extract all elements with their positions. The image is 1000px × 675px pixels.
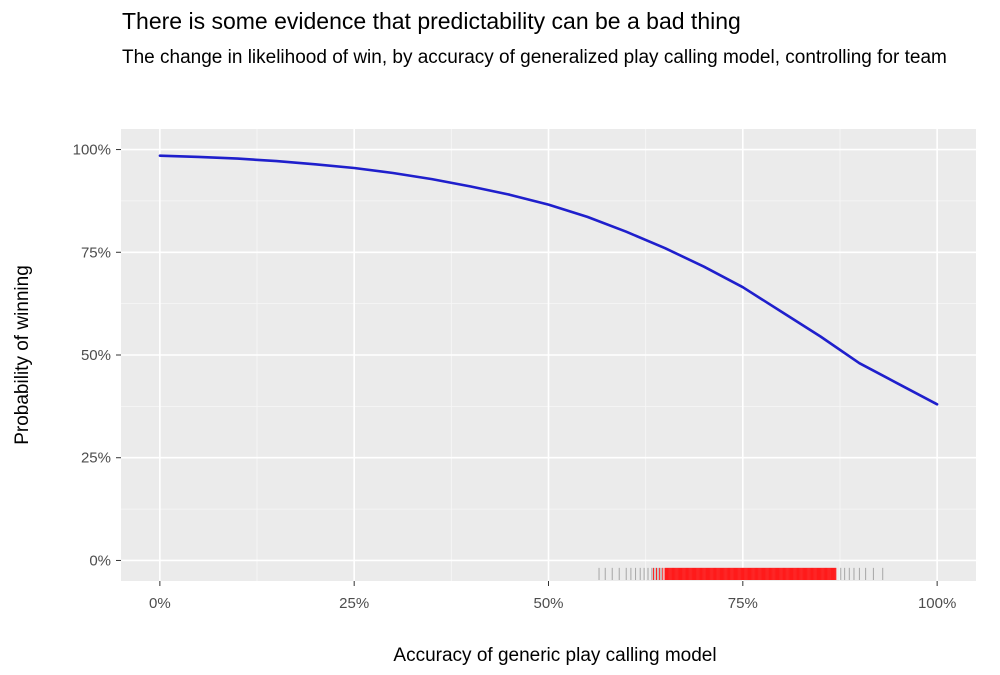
rug-marks (598, 567, 884, 580)
x-tick-label: 75% (728, 595, 758, 612)
y-tick-label: 50% (81, 347, 111, 364)
axis-ticks (116, 149, 938, 586)
tick-labels: 0% 25% 50% 75% 100% 0% 25% 50% 75% 100% (73, 142, 957, 612)
x-tick-label: 50% (533, 595, 563, 612)
y-tick-label: 25% (81, 450, 111, 467)
y-axis-title: Probability of winning (12, 265, 33, 445)
y-tick-label: 100% (73, 142, 111, 159)
series-lines (158, 154, 939, 406)
x-axis-title: Accuracy of generic play calling model (393, 645, 716, 666)
grid-major (121, 129, 976, 581)
y-tick-label: 0% (89, 552, 111, 569)
series-line (158, 154, 939, 406)
x-tick-label: 25% (339, 595, 369, 612)
chart-title: There is some evidence that predictabili… (122, 8, 741, 34)
chart-subtitle: The change in likelihood of win, by accu… (122, 47, 947, 68)
x-tick-label: 0% (149, 595, 171, 612)
x-tick-label: 100% (918, 595, 956, 612)
y-tick-label: 75% (81, 244, 111, 261)
